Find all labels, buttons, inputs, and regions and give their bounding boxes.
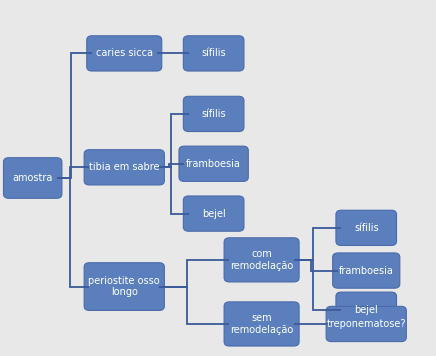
Text: treponematose?: treponematose? xyxy=(327,319,406,329)
Text: bejel: bejel xyxy=(202,209,225,219)
Text: framboesia: framboesia xyxy=(339,266,394,276)
Text: sem
remodelação: sem remodelação xyxy=(230,313,293,335)
FancyBboxPatch shape xyxy=(183,36,244,71)
FancyBboxPatch shape xyxy=(224,238,299,282)
Text: sífilis: sífilis xyxy=(201,48,226,58)
Text: sífilis: sífilis xyxy=(201,109,226,119)
Text: bejel: bejel xyxy=(354,305,378,315)
Text: com
remodelação: com remodelação xyxy=(230,249,293,271)
FancyBboxPatch shape xyxy=(179,146,249,181)
Text: amostra: amostra xyxy=(13,173,53,183)
FancyBboxPatch shape xyxy=(224,302,299,346)
FancyBboxPatch shape xyxy=(326,306,406,342)
FancyBboxPatch shape xyxy=(84,263,164,310)
Text: periostite osso
longo: periostite osso longo xyxy=(89,276,160,297)
FancyBboxPatch shape xyxy=(183,96,244,131)
FancyBboxPatch shape xyxy=(87,36,162,71)
FancyBboxPatch shape xyxy=(336,210,397,246)
FancyBboxPatch shape xyxy=(336,292,397,328)
FancyBboxPatch shape xyxy=(3,158,62,198)
Text: sífilis: sífilis xyxy=(354,223,378,233)
Text: caries sicca: caries sicca xyxy=(96,48,153,58)
FancyBboxPatch shape xyxy=(183,196,244,231)
FancyBboxPatch shape xyxy=(333,253,400,288)
FancyBboxPatch shape xyxy=(84,150,164,185)
Text: framboesia: framboesia xyxy=(186,159,241,169)
Text: tibia em sabre: tibia em sabre xyxy=(89,162,160,172)
